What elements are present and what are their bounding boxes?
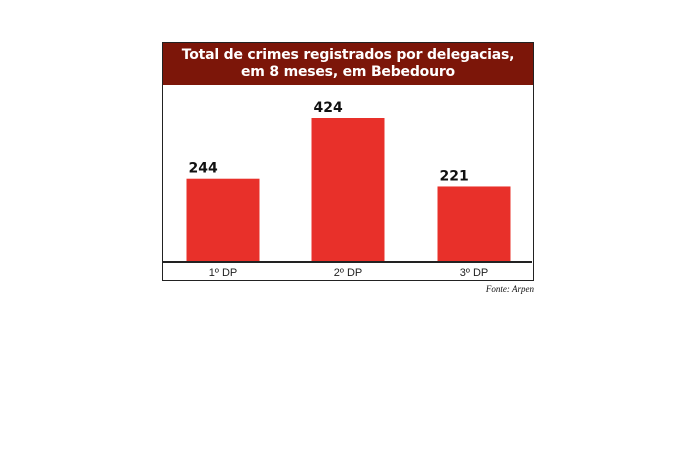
chart-title-line-1: Total de crimes registrados por delegaci…: [181, 47, 515, 63]
chart-title-bar: Total de crimes registrados por delegaci…: [163, 43, 533, 85]
x-tick-label-3: 3º DP: [460, 267, 488, 279]
chart-figure: Total de crimes registrados por delegaci…: [162, 42, 534, 281]
bar-3: [437, 186, 511, 261]
chart-title-line-2: em 8 meses, em Bebedouro: [241, 64, 455, 80]
bar-chart: 244 1º DP 424 2º DP 221 3º DP: [163, 100, 532, 279]
bar-value-label-2: 424: [314, 100, 343, 116]
bar-value-label-1: 244: [189, 161, 218, 177]
x-tick-label-1: 1º DP: [209, 267, 237, 279]
bar-value-label-3: 221: [440, 168, 469, 184]
bar-2: [311, 118, 385, 261]
x-tick-label-2: 2º DP: [334, 267, 362, 279]
bar-1: [186, 178, 260, 261]
source-note: Fonte: Arpen: [485, 284, 534, 294]
